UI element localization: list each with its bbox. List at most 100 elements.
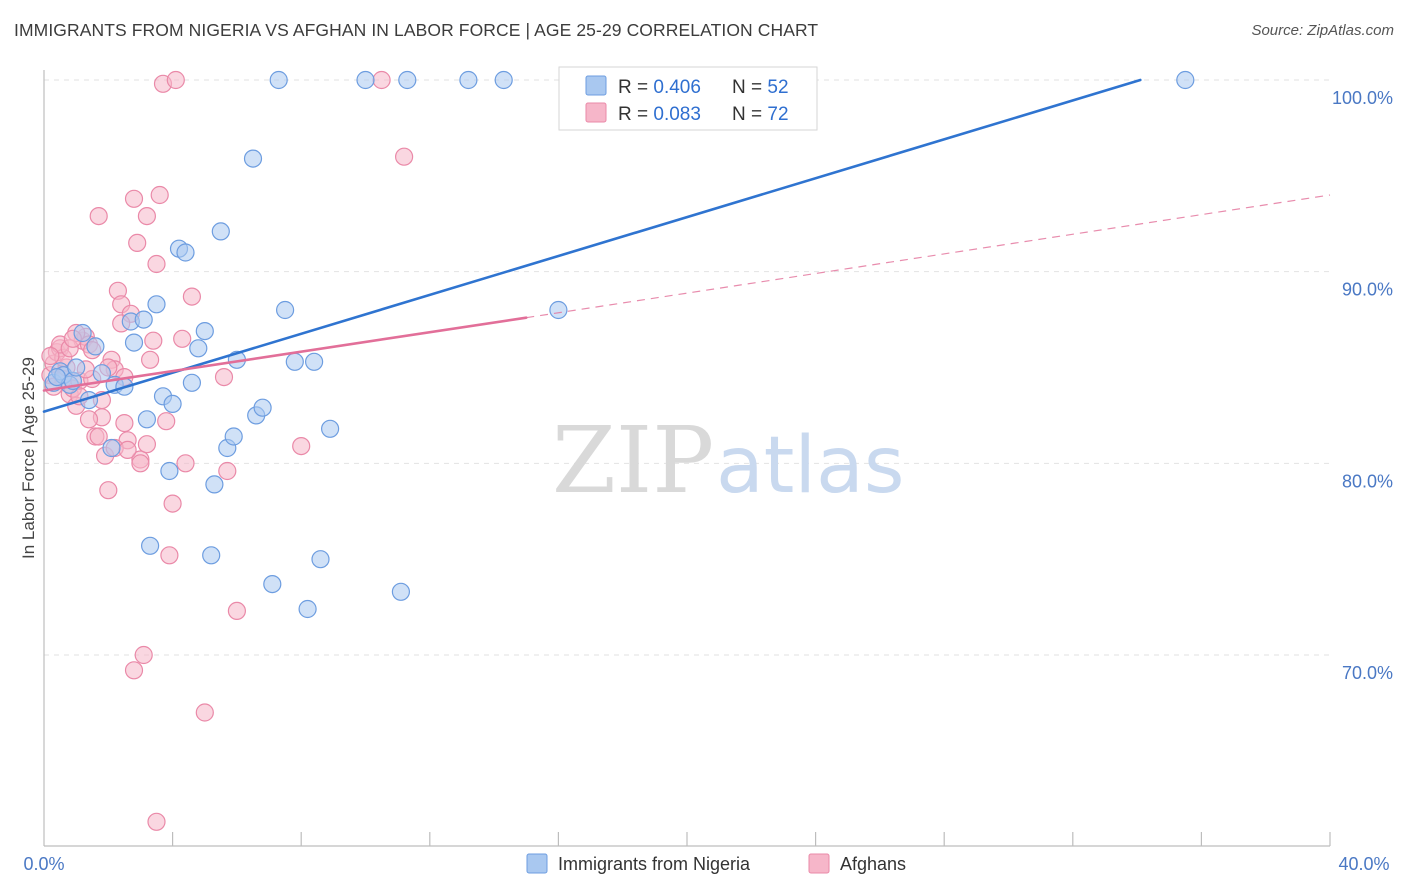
y-tick-label-70: 70.0% — [1342, 663, 1393, 683]
y-tick-label-100: 100.0% — [1332, 88, 1393, 108]
legend-n-value-afghans: 72 — [767, 104, 788, 125]
correlation-legend: R = 0.406 N = 52 R = 0.083 N = 72 — [558, 66, 818, 131]
series-legend: Immigrants from Nigeria Afghans — [526, 853, 906, 874]
afghans-point-42 — [182, 287, 201, 306]
nigeria-point-23 — [176, 243, 195, 262]
afghans-point-69 — [79, 410, 99, 429]
afghans-trend-line — [42, 316, 528, 392]
chart-title: IMMIGRANTS FROM NIGERIA VS AFGHAN IN LAB… — [14, 20, 819, 40]
x-tick-label-max: 40.0% — [1338, 854, 1389, 874]
nigeria-point-44 — [356, 70, 375, 90]
watermark-atlas: atlas — [716, 421, 905, 511]
legend-row-nigeria: R = 0.406 N = 52 — [618, 77, 789, 98]
legend-r-label-nigeria: R = — [618, 77, 653, 98]
gridlines — [44, 79, 1330, 656]
legend-n-label-afghans: N = — [732, 104, 767, 125]
nigeria-point-49 — [549, 300, 568, 320]
series-legend-swatch-afghans — [808, 853, 830, 874]
afghans-point-70 — [137, 435, 156, 454]
y-tick-label-90: 90.0% — [1342, 280, 1393, 300]
afghans-point-38 — [163, 494, 182, 513]
legend-r-label-afghans: R = — [618, 104, 653, 125]
legend-swatch-nigeria — [585, 75, 607, 96]
nigeria-point-15 — [134, 310, 153, 329]
nigeria-point-17 — [141, 536, 160, 555]
y-tick-label-80: 80.0% — [1342, 471, 1393, 491]
afghans-point-41 — [176, 454, 195, 473]
afghans-point-26 — [124, 189, 144, 208]
afghans-point-50 — [89, 207, 108, 226]
legend-r-value-afghans: 0.083 — [653, 104, 701, 125]
y-axis-label: In Labor Force | Age 25-29 — [19, 357, 38, 559]
nigeria-point-20 — [160, 461, 179, 481]
afghans-point-44 — [214, 368, 234, 387]
nigeria-point-26 — [195, 322, 214, 341]
afghans-point-52 — [147, 812, 166, 831]
nigeria-point-40 — [298, 599, 317, 619]
afghans-point-45 — [218, 461, 237, 481]
y-tick-labels: 70.0% 80.0% 90.0% 100.0% — [1332, 88, 1393, 683]
afghans-point-18 — [99, 481, 118, 500]
nigeria-points — [44, 70, 1195, 619]
legend-n-value-nigeria: 52 — [767, 77, 788, 98]
legend-row-afghans: R = 0.083 N = 72 — [618, 104, 789, 125]
afghans-point-15 — [89, 427, 108, 446]
nigeria-point-51 — [47, 368, 67, 387]
nigeria-point-36 — [263, 574, 282, 594]
series-legend-label-afghans: Afghans — [840, 854, 906, 874]
nigeria-point-5 — [67, 358, 86, 377]
nigeria-point-28 — [205, 475, 224, 494]
afghans-point-39 — [166, 70, 185, 90]
nigeria-point-41 — [305, 352, 324, 371]
afghans-point-48 — [372, 70, 391, 90]
afghans-point-43 — [195, 703, 214, 722]
source-credit: Source: ZipAtlas.com — [1251, 22, 1394, 39]
afghans-point-33 — [147, 254, 166, 274]
nigeria-point-31 — [224, 427, 243, 446]
nigeria-point-18 — [147, 295, 166, 314]
nigeria-point-46 — [398, 70, 417, 90]
nigeria-point-8 — [86, 337, 105, 356]
legend-n-label-nigeria: N = — [732, 77, 767, 98]
watermark-zip: ZIP — [552, 407, 714, 514]
nigeria-point-25 — [189, 339, 208, 358]
afghans-point-49 — [395, 147, 414, 166]
nigeria-point-48 — [494, 70, 513, 90]
afghans-point-37 — [160, 546, 179, 565]
nigeria-point-16 — [137, 410, 156, 429]
x-tick-label-min: 0.0% — [23, 854, 64, 874]
nigeria-point-35 — [253, 398, 272, 417]
nigeria-point-38 — [276, 300, 295, 320]
series-legend-label-nigeria: Immigrants from Nigeria — [558, 854, 751, 874]
nigeria-trend-line — [42, 78, 1142, 413]
trend-lines — [42, 78, 1331, 413]
afghans-point-27 — [128, 233, 147, 252]
nigeria-point-39 — [285, 352, 304, 371]
nigeria-point-24 — [182, 373, 201, 392]
afghans-point-30 — [137, 207, 156, 226]
afghans-point-36 — [157, 412, 176, 431]
nigeria-point-43 — [321, 419, 340, 438]
afghans-point-40 — [173, 329, 192, 348]
afghans-point-61 — [131, 454, 150, 473]
afghans-point-47 — [292, 437, 311, 456]
afghans-point-60 — [118, 440, 137, 459]
afghans-point-34 — [150, 185, 169, 205]
x-axis-ticks — [172, 832, 1331, 846]
nigeria-point-45 — [391, 582, 410, 601]
afghans-point-71 — [41, 346, 60, 366]
series-legend-swatch-nigeria — [526, 853, 548, 874]
nigeria-point-47 — [459, 70, 478, 90]
afghans-point-29 — [134, 645, 153, 665]
afghans-point-23 — [115, 414, 134, 433]
afghans-point-32 — [144, 331, 163, 350]
nigeria-point-37 — [269, 70, 288, 90]
afghans-trend-extension — [526, 194, 1331, 319]
nigeria-point-50 — [1176, 70, 1195, 90]
nigeria-point-42 — [311, 550, 330, 569]
nigeria-point-21 — [163, 394, 182, 413]
nigeria-point-10 — [102, 438, 121, 458]
afghans-point-46 — [227, 601, 246, 621]
nigeria-point-33 — [243, 149, 263, 168]
